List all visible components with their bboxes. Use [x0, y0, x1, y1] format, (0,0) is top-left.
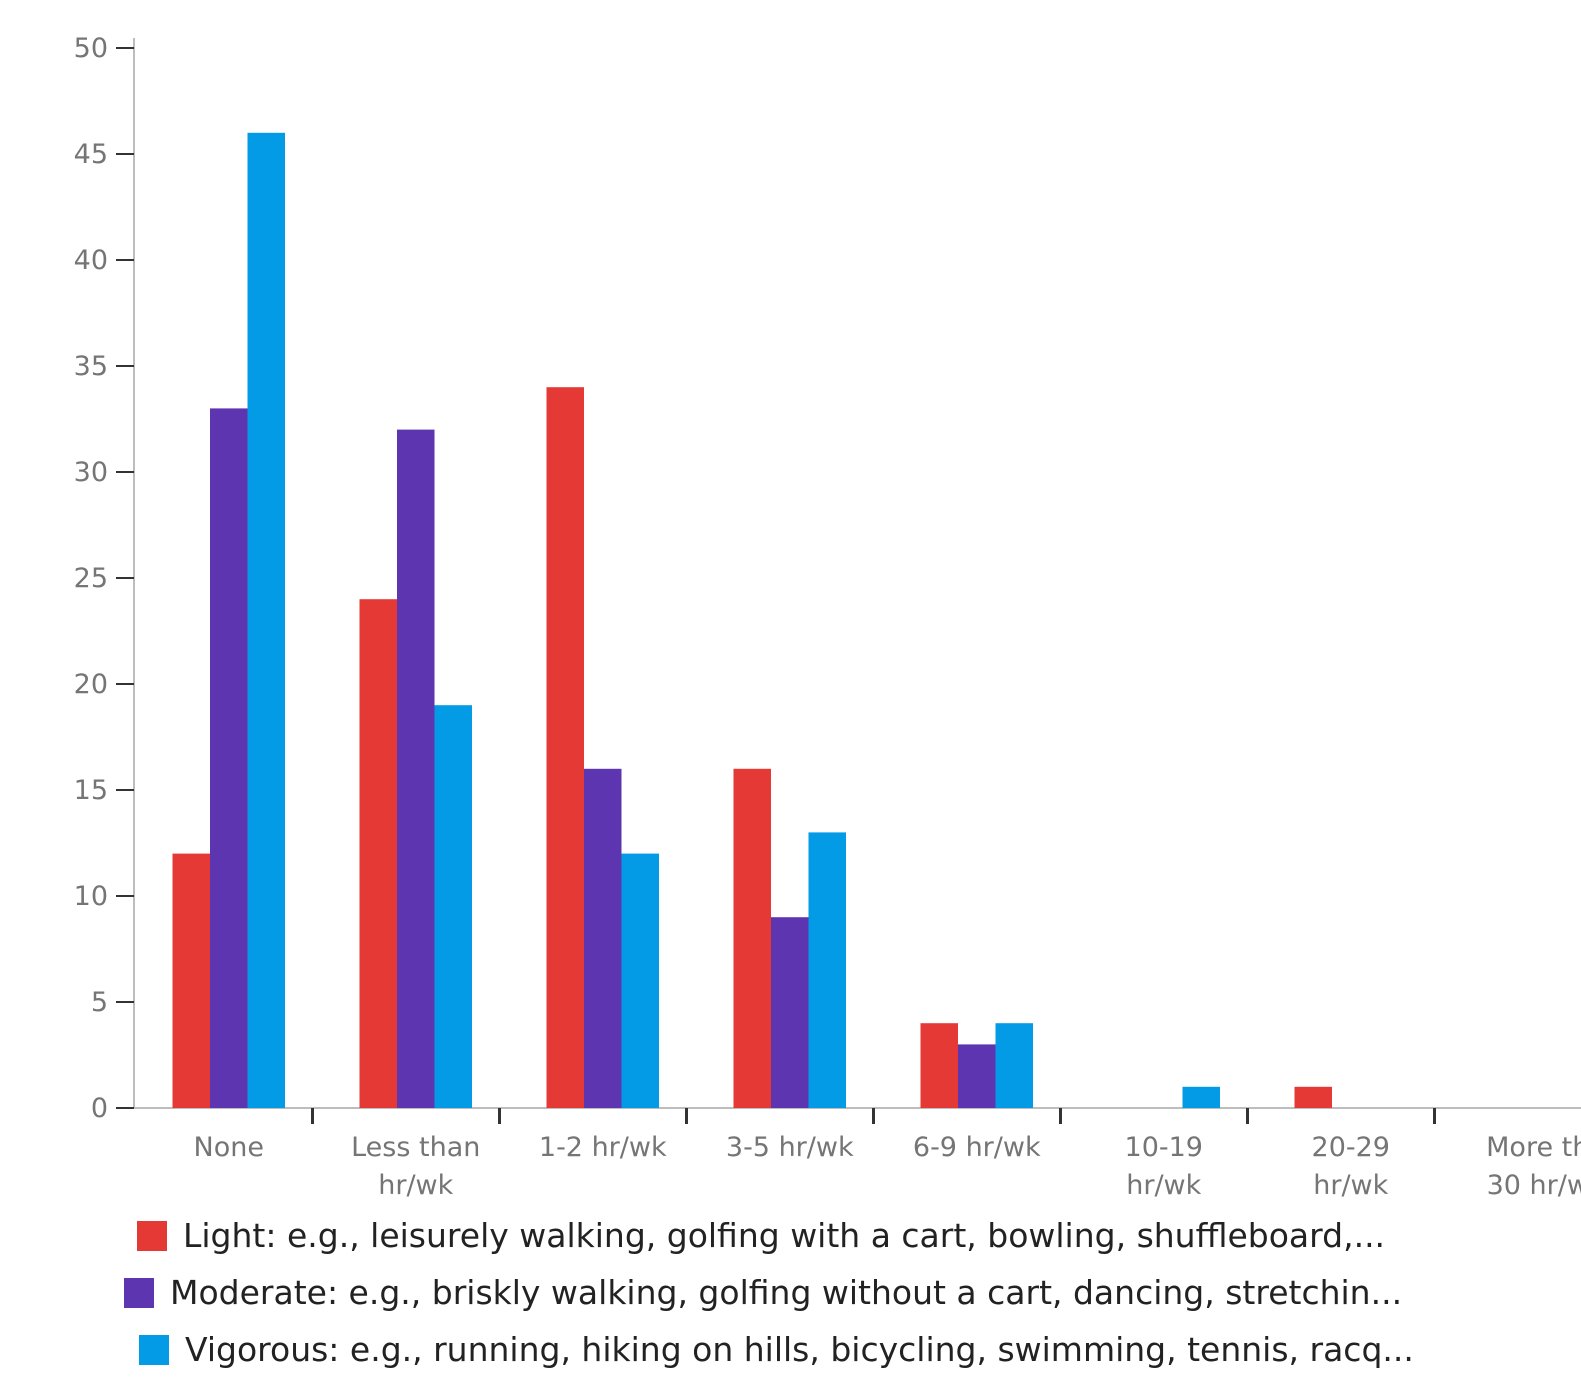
x-tick-label: 10-19 hr/wk [1125, 1132, 1203, 1201]
x-tick-label-line: None [194, 1132, 264, 1163]
x-tick-label: None [194, 1132, 264, 1163]
y-tick-label: 30 [74, 457, 108, 488]
x-tick-label-line: hr/wk [378, 1170, 453, 1201]
y-tick-label: 35 [74, 351, 108, 382]
bar [995, 1023, 1033, 1108]
bar [1294, 1086, 1332, 1108]
bar [621, 853, 659, 1108]
bar [958, 1044, 996, 1108]
x-tick-label: 20-29 hr/wk [1312, 1132, 1390, 1201]
legend-swatch [137, 1220, 167, 1251]
legend-item: Moderate: e.g., briskly walking, golfing… [124, 1273, 1402, 1312]
bar [1182, 1086, 1220, 1108]
x-tick-label-line: 3-5 hr/wk [726, 1132, 854, 1163]
bar [172, 853, 210, 1108]
legend-item: Vigorous: e.g., running, hiking on hills… [139, 1330, 1414, 1369]
bar [247, 132, 285, 1109]
legend-swatch [139, 1334, 169, 1365]
bar [397, 429, 435, 1109]
x-tick-label-line: Less than [351, 1132, 480, 1163]
y-tick-label: 10 [74, 881, 108, 912]
bar [733, 768, 771, 1108]
bar [210, 408, 248, 1108]
y-tick-label: 5 [91, 987, 108, 1018]
chart-tick-labels: 0 5 10 15 20 25 30 35 40 45 50 None Less than hr/wk 1-… [74, 33, 1581, 1201]
bar [359, 599, 397, 1108]
legend-label: Vigorous: e.g., running, hiking on hills… [185, 1330, 1414, 1369]
bar [808, 832, 846, 1108]
bar [920, 1023, 958, 1108]
legend-swatch [124, 1277, 154, 1308]
x-tick-label-line: hr/wk [1126, 1170, 1201, 1201]
y-tick-label: 45 [74, 139, 108, 170]
y-tick-label: 40 [74, 245, 108, 276]
y-tick-label: 20 [74, 669, 108, 700]
x-tick-label: Less than hr/wk [351, 1132, 480, 1201]
y-tick-label: 0 [91, 1093, 108, 1124]
legend-label: Moderate: e.g., briskly walking, golfing… [170, 1273, 1403, 1312]
x-tick-label-line: 20-29 [1312, 1132, 1390, 1163]
x-tick-label-line: 1-2 hr/wk [539, 1132, 667, 1163]
y-tick-label: 50 [74, 33, 108, 64]
legend-item: Light: e.g., leisurely walking, golfing … [137, 1216, 1385, 1255]
y-tick-label: 25 [74, 563, 108, 594]
x-tick-label: 1-2 hr/wk [539, 1132, 667, 1163]
x-tick-label: 6-9 hr/wk [913, 1132, 1041, 1163]
bar [771, 917, 809, 1108]
bar [434, 705, 472, 1108]
y-tick-label: 15 [74, 775, 108, 806]
x-tick-label-line: 10-19 [1125, 1132, 1203, 1163]
chart-bars [172, 132, 1332, 1109]
x-tick-label: 3-5 hr/wk [726, 1132, 854, 1163]
x-tick-label-line: More th [1486, 1132, 1581, 1163]
chart-axes [116, 38, 1581, 1124]
x-tick-label-line: hr/wk [1313, 1170, 1388, 1201]
x-tick-label-line: 30 hr/w [1487, 1170, 1581, 1201]
bar [584, 768, 622, 1108]
legend-label: Light: e.g., leisurely walking, golfing … [183, 1216, 1386, 1255]
x-tick-label: More th 30 hr/w [1486, 1132, 1581, 1201]
x-tick-label-line: 6-9 hr/wk [913, 1132, 1041, 1163]
bar [546, 387, 584, 1108]
